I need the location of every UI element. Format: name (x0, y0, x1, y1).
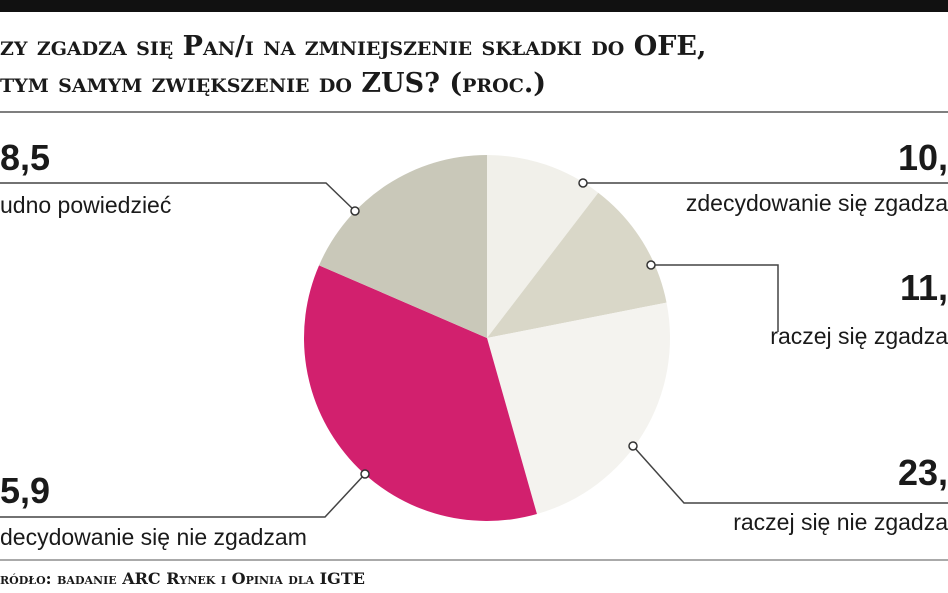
leader-dot (646, 260, 656, 270)
pie-slice (487, 192, 667, 338)
leader-dot (360, 469, 370, 479)
value-label: 8,5 (0, 137, 50, 178)
pie-slice (304, 265, 537, 521)
value-label: 23, (898, 452, 948, 493)
leader-dot (350, 206, 360, 216)
title-line: tym samym zwiększenie do ZUS? (proc.) (0, 68, 546, 99)
value-label: 5,9 (0, 470, 50, 511)
title-line: zy zgadza się Pan/i na zmniejszenie skła… (0, 31, 706, 62)
value-label: 10, (898, 137, 948, 178)
category-label: decydowanie się nie zgadzam (0, 524, 307, 550)
leader-dot (578, 178, 588, 188)
category-label: raczej się zgadza (770, 323, 948, 349)
leader (651, 264, 779, 332)
category-label: zdecydowanie się zgadza (686, 190, 948, 216)
leader (632, 445, 948, 504)
category-label: udno powiedzieć (0, 192, 171, 218)
pie-slice (319, 155, 487, 338)
leader (0, 182, 356, 212)
pie-slice (487, 302, 670, 515)
leader-dot (628, 441, 638, 451)
source: ródło: badanie ARC Rynek i Opinia dla IG… (0, 569, 365, 588)
top-bar (0, 0, 948, 12)
category-label: raczej się nie zgadza (733, 509, 948, 535)
value-label: 11, (900, 267, 948, 308)
pie-slice (487, 155, 599, 338)
pie (304, 155, 670, 521)
leader (0, 473, 366, 518)
